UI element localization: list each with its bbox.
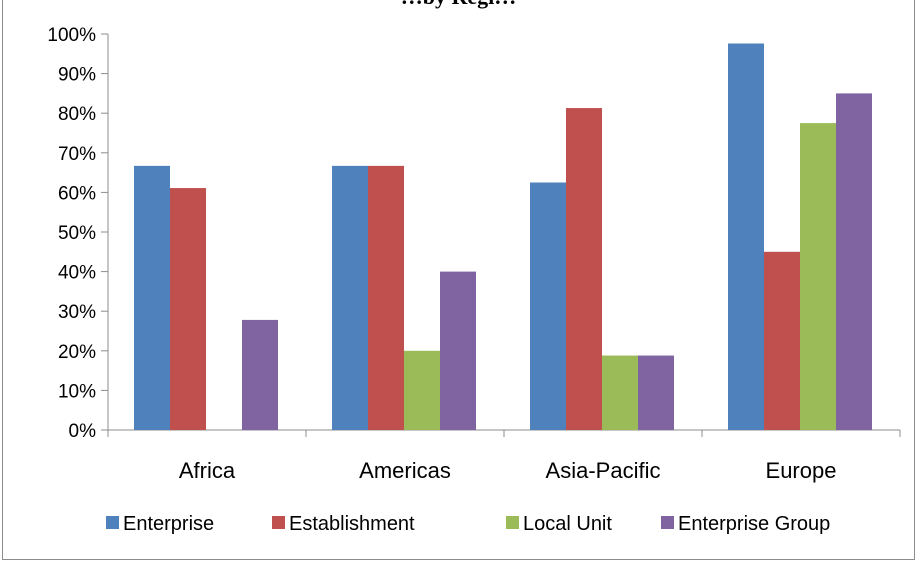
category-labels: Africa Americas Asia-Pacific Europe (179, 458, 837, 483)
y-tick-label: 50% (58, 223, 96, 244)
legend-swatch (106, 516, 119, 529)
bar-enterprise-europe (728, 43, 764, 431)
y-axis-ticks: 0% 10% 20% 30% 40% 50% 60% 70% 80% 90% 100% (47, 25, 108, 442)
bar-enterprise-group-americas (440, 271, 476, 430)
legend-swatch (506, 516, 519, 529)
legend: Enterprise Establishment Local Unit Enterpr… (106, 513, 830, 535)
bar-enterprise-group-asia-pacific (638, 355, 674, 430)
x-axis-ticks (107, 430, 901, 437)
y-tick-label: 90% (58, 65, 96, 86)
y-tick-label: 100% (47, 25, 96, 46)
bar-establishment-europe (764, 251, 800, 430)
y-tick-label: 60% (58, 183, 96, 204)
legend-swatch (272, 516, 285, 529)
legend-label: Enterprise (123, 513, 214, 535)
category-label: Americas (359, 458, 451, 483)
bar-establishment-americas (368, 165, 404, 431)
y-tick-label: 10% (58, 381, 96, 402)
chart-title: …by Regi… (0, 0, 917, 10)
bar-establishment-africa (170, 188, 206, 430)
bar-local-unit-americas (404, 350, 440, 430)
y-tick-label: 0% (69, 421, 97, 442)
category-label: Asia-Pacific (546, 458, 661, 483)
bar-local-unit-asia-pacific (602, 355, 638, 430)
legend-swatch (661, 516, 674, 529)
bar-enterprise-africa (134, 165, 170, 431)
y-tick-label: 30% (58, 302, 96, 323)
y-tick-label: 40% (58, 263, 96, 284)
legend-label: Enterprise Group (678, 513, 830, 535)
bar-enterprise-asia-pacific (530, 182, 566, 430)
bars (134, 43, 872, 431)
bar-enterprise-group-europe (836, 93, 872, 431)
bar-enterprise-americas (332, 165, 368, 431)
y-tick-label: 80% (58, 104, 96, 125)
legend-label: Local Unit (523, 513, 612, 535)
y-tick-label: 70% (58, 144, 96, 165)
legend-label: Establishment (289, 513, 415, 535)
category-label: Europe (766, 458, 837, 483)
bar-establishment-asia-pacific (566, 108, 602, 430)
category-label: Africa (179, 458, 236, 483)
y-tick-label: 20% (58, 342, 96, 363)
bar-enterprise-group-africa (242, 319, 278, 430)
bar-local-unit-europe (800, 123, 836, 430)
